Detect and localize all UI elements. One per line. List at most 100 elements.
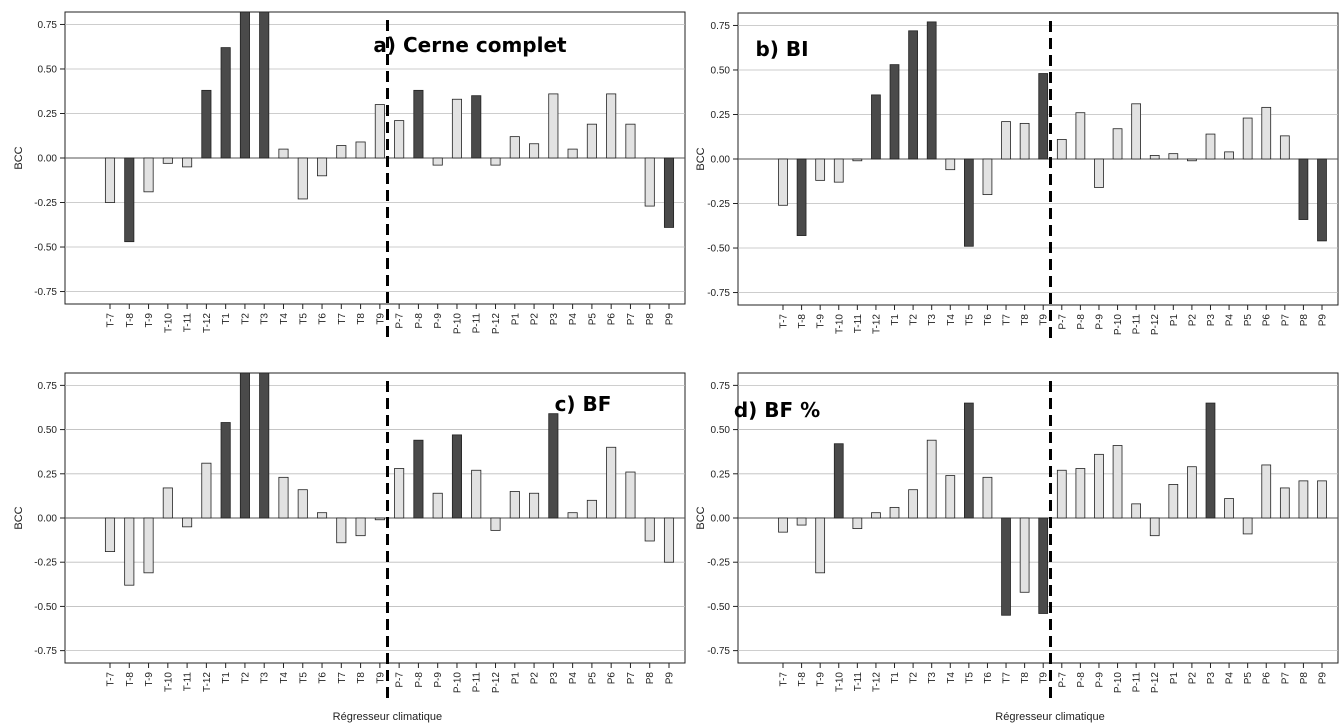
x-tick-label: T-11 <box>853 672 864 692</box>
bar-p1 <box>1168 484 1179 519</box>
bar-p-7 <box>394 120 405 159</box>
bar-p-9 <box>1094 158 1104 188</box>
x-tick-label: T-9 <box>144 672 155 687</box>
x-tick-label: P-9 <box>1094 672 1105 688</box>
y-tick-label: -0.50 <box>707 244 730 255</box>
bar-p2 <box>1187 466 1197 519</box>
bar-p-11 <box>471 95 482 159</box>
x-tick-label: P-11 <box>472 672 483 693</box>
x-tick-label: P-9 <box>433 313 444 329</box>
bar-t9 <box>374 517 385 521</box>
x-tick-label: T1 <box>221 672 232 684</box>
y-tick-label: -0.25 <box>707 199 730 210</box>
y-tick-label: -0.25 <box>707 558 730 569</box>
panel-title: d) BF % <box>734 398 820 422</box>
x-tick-label: P5 <box>587 672 598 685</box>
chart-d-svg: 0.75 0.50 0.25 0.00 -0.25 -0.50 -0.75 T-7 T-8 T-9… <box>695 372 1339 723</box>
x-tick-label: T3 <box>927 672 938 684</box>
x-tick-label: T-12 <box>871 314 882 334</box>
bar-p-9 <box>1094 453 1104 519</box>
bar-p-8 <box>413 439 424 519</box>
bar-p1 <box>509 136 520 159</box>
y-tick-label: -0.25 <box>34 558 57 569</box>
bar-t6 <box>982 476 993 519</box>
x-tick-label: T-12 <box>202 672 213 692</box>
x-tick-label: T9 <box>375 672 386 684</box>
x-tick-label: T5 <box>298 672 309 684</box>
x-tick-label: P5 <box>1243 672 1254 685</box>
x-tick-label: T-10 <box>163 313 174 333</box>
x-tick-label: T-12 <box>871 672 882 692</box>
x-tick-label: T-7 <box>106 313 117 328</box>
x-tick-label: T-9 <box>816 672 827 687</box>
x-tick-label: P3 <box>1206 672 1217 685</box>
x-tick-label: P6 <box>607 313 618 326</box>
chart-panel-d: 0.75 0.50 0.25 0.00 -0.25 -0.50 -0.75 T-7 T-8 T-9… <box>690 362 1344 724</box>
x-tick-label: P5 <box>587 313 598 326</box>
x-tick-label: T4 <box>279 313 290 325</box>
bar-t5 <box>964 158 974 247</box>
y-tick-label: -0.75 <box>707 288 730 299</box>
bar-p-8 <box>1075 468 1086 519</box>
x-tick-label: T7 <box>337 313 348 325</box>
chart-panel-a: 0.75 0.50 0.25 0.00 -0.25 -0.50 -0.75 T-7 T-8 T-9… <box>0 0 690 362</box>
bar-t-12 <box>871 512 881 519</box>
x-axis-label: Régresseur climatique <box>333 711 442 723</box>
bar-p-8 <box>1075 112 1086 160</box>
bar-p9 <box>1317 480 1327 519</box>
bar-t-8 <box>124 157 135 243</box>
x-tick-label: P-11 <box>1132 314 1143 335</box>
y-tick-label: 0.50 <box>711 65 731 76</box>
bar-t-7 <box>778 158 788 206</box>
bar-t7 <box>1001 121 1011 160</box>
bar-t-8 <box>796 158 807 236</box>
bar-p6 <box>1261 106 1272 160</box>
bar-p-9 <box>432 157 443 166</box>
y-tick-label: 0.00 <box>38 514 58 525</box>
bar-t-10 <box>162 487 173 519</box>
x-tick-label: P-8 <box>1076 672 1087 688</box>
x-tick-label: T-9 <box>816 314 827 329</box>
x-tick-label: T-9 <box>144 313 155 328</box>
bar-p4 <box>1224 498 1234 519</box>
bar-p-10 <box>451 434 462 519</box>
bar-t5 <box>297 157 308 200</box>
x-tick-label: T-7 <box>779 672 790 687</box>
y-tick-label: 0.25 <box>38 109 58 120</box>
y-tick-label: -0.75 <box>34 287 57 298</box>
x-tick-label: P3 <box>1206 314 1217 327</box>
x-tick-label: P-11 <box>1132 672 1143 693</box>
chart-panel-c: 0.75 0.50 0.25 0.00 -0.25 -0.50 -0.75 T-7 T-8 T-9… <box>0 362 690 724</box>
bar-t-11 <box>852 517 863 530</box>
bar-t3 <box>259 372 270 519</box>
bar-t5 <box>297 489 308 519</box>
bar-p7 <box>625 471 636 519</box>
bar-p-7 <box>394 468 405 519</box>
bar-t2 <box>908 30 918 160</box>
x-tick-label: T7 <box>1002 314 1013 326</box>
bar-t-8 <box>796 517 807 526</box>
bar-t4 <box>278 476 289 519</box>
bar-p-12 <box>1149 517 1160 537</box>
x-tick-label: P-7 <box>1057 314 1068 330</box>
y-tick-label: -0.50 <box>34 602 57 613</box>
x-tick-label: T4 <box>279 672 290 684</box>
bar-p4 <box>567 512 578 519</box>
x-tick-label: P-12 <box>1150 672 1161 694</box>
bar-t-11 <box>852 158 863 162</box>
x-tick-label: P8 <box>1299 672 1310 685</box>
bar-p8 <box>1298 158 1309 220</box>
x-tick-label: T1 <box>890 314 901 326</box>
bar-t-10 <box>833 443 844 519</box>
x-tick-label: P-7 <box>1057 672 1068 688</box>
bar-p2 <box>529 492 540 519</box>
y-tick-label: -0.50 <box>707 602 730 613</box>
x-tick-label: P-8 <box>1076 314 1087 330</box>
bar-t-12 <box>871 94 881 160</box>
x-tick-label: T8 <box>356 672 367 684</box>
x-tick-label: P2 <box>530 672 541 685</box>
y-axis-label: BCC <box>695 147 707 170</box>
x-tick-label: P9 <box>665 313 676 326</box>
x-tick-label: P-10 <box>452 672 463 694</box>
bar-p-12 <box>490 157 501 166</box>
